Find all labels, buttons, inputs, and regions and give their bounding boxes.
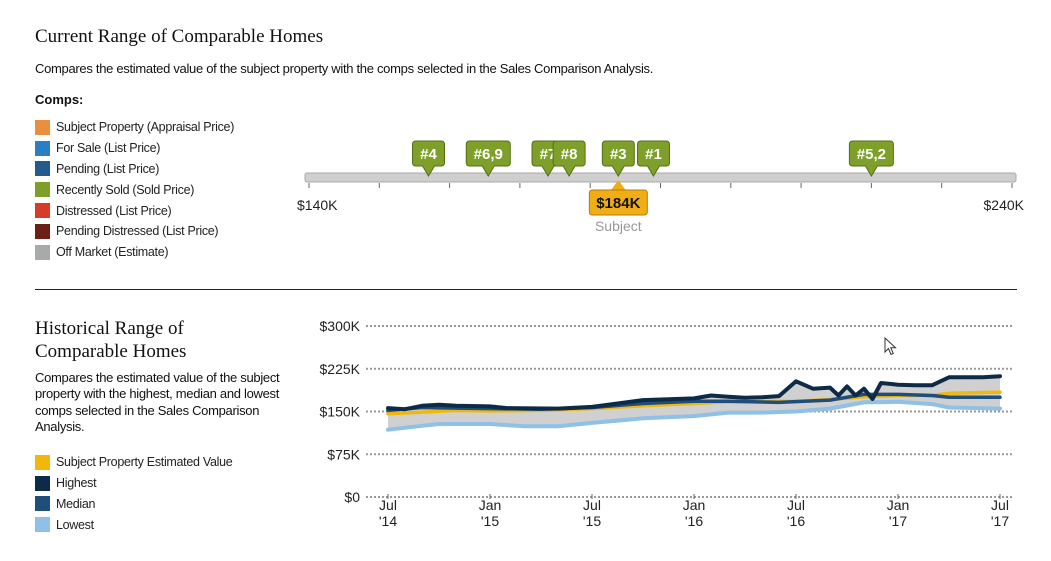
series-line-median xyxy=(386,392,1002,413)
legend-swatch xyxy=(35,161,50,177)
historical-line-chart: $0$75K$150K$225K$300K Jul'14Jan'15Jul'15… xyxy=(320,318,1012,529)
comp-marker-flag xyxy=(552,140,586,177)
historical-range-subtitle: Compares the estimated value of the subj… xyxy=(35,370,280,434)
legend-item-distressed: Distressed (List Price) xyxy=(35,200,234,221)
x-tick-label: '14 xyxy=(379,513,397,529)
legend-item-recently-sold: Recently Sold (Sold Price) xyxy=(35,179,234,200)
y-tick-label: $300K xyxy=(320,318,361,334)
legend-label: Subject Property Estimated Value xyxy=(56,455,233,470)
mouse-cursor-icon xyxy=(884,337,897,356)
comp-marker-label: #3 xyxy=(610,146,627,163)
legend-swatch xyxy=(35,475,50,491)
legend-label: Distressed (List Price) xyxy=(56,203,172,218)
legend-swatch xyxy=(35,182,50,198)
comp-marker-label: #7 xyxy=(540,146,557,163)
x-tick-label: '17 xyxy=(889,513,907,529)
x-tick-label: '15 xyxy=(481,513,499,529)
current-range-subtitle: Compares the estimated value of the subj… xyxy=(35,61,654,76)
y-axis-ticks: $0 $75K $150K $225K $300K xyxy=(320,318,361,505)
x-tick-label: '16 xyxy=(787,513,805,529)
legend-swatch xyxy=(35,244,50,260)
comp-marker-flag xyxy=(601,140,635,177)
comp-marker-flag xyxy=(465,140,511,177)
x-tick-label: Jul xyxy=(583,497,601,513)
legend-item-lowest: Lowest xyxy=(35,514,232,535)
comp-marker-flag xyxy=(848,140,894,177)
comps-range-chart: #4 #6,9 #7 #8 #3 #1 #5,2 $140K $240K $184K Subj… xyxy=(297,140,1025,234)
comp-marker-label: #6,9 xyxy=(474,146,503,163)
comp-marker-flag xyxy=(412,140,446,177)
legend-swatch xyxy=(35,517,50,533)
x-tick-label: Jan xyxy=(887,497,910,513)
legend-label: Subject Property (Appraisal Price) xyxy=(56,120,235,135)
legend-label: Off Market (Estimate) xyxy=(56,245,169,260)
legend-item-pending-distressed: Pending Distressed (List Price) xyxy=(35,221,234,242)
series-line-lowest xyxy=(386,399,1002,432)
x-tick-label: '16 xyxy=(685,513,703,529)
x-tick-label: Jul xyxy=(787,497,805,513)
legend-label: Recently Sold (Sold Price) xyxy=(56,182,195,197)
legend-swatch xyxy=(35,496,50,512)
x-tick-label: '15 xyxy=(583,513,601,529)
y-tick-label: $75K xyxy=(327,446,360,462)
y-tick-label: $0 xyxy=(344,489,360,505)
legend-item-off-market: Off Market (Estimate) xyxy=(35,242,234,263)
legend-label: Lowest xyxy=(56,517,94,532)
legend-label: For Sale (List Price) xyxy=(56,141,161,156)
comp-marker[interactable]: #3 xyxy=(601,140,635,177)
subject-marker[interactable]: $184K Subject xyxy=(588,180,648,234)
series-line-highest xyxy=(386,374,1002,412)
series-lines xyxy=(386,374,1002,432)
subject-value-label: $184K xyxy=(596,195,640,212)
legend-item-pending: Pending (List Price) xyxy=(35,159,234,180)
x-tick-label: Jul xyxy=(379,497,397,513)
legend-label: Pending Distressed (List Price) xyxy=(56,224,219,239)
comps-legend: Subject Property (Appraisal Price) For S… xyxy=(35,117,234,263)
comp-marker-label: #5,2 xyxy=(857,146,886,163)
subject-caption: Subject xyxy=(595,218,642,234)
legend-swatch xyxy=(35,454,50,470)
subject-marker-pointer xyxy=(610,180,627,191)
subject-marker-box xyxy=(588,189,648,216)
comps-heading: Comps: xyxy=(35,92,84,107)
current-range-title: Current Range of Comparable Homes xyxy=(35,26,324,47)
comp-marker-label: #4 xyxy=(420,146,437,163)
range-max-label: $240K xyxy=(984,197,1025,213)
range-track xyxy=(304,172,1017,183)
comp-marker[interactable]: #8 xyxy=(552,140,586,177)
legend-swatch xyxy=(35,223,50,239)
historical-range-title: Historical Range of Comparable Homes xyxy=(35,318,187,362)
legend-label: Highest xyxy=(56,476,97,491)
comp-marker-flag xyxy=(636,140,670,177)
legend-item-median: Median xyxy=(35,494,232,515)
range-markers: #4 #6,9 #7 #8 #3 #1 #5,2 xyxy=(412,140,894,177)
legend-swatch xyxy=(35,119,50,135)
range-min-label: $140K xyxy=(297,197,338,213)
comp-marker[interactable]: #1 xyxy=(636,140,670,177)
legend-label: Median xyxy=(56,496,96,511)
historical-legend: Subject Property Estimated Value Highest… xyxy=(35,452,233,535)
x-tick-label: Jan xyxy=(479,497,502,513)
comp-marker-label: #8 xyxy=(561,146,578,163)
section-divider xyxy=(35,289,1017,290)
legend-swatch xyxy=(35,140,50,156)
comp-marker[interactable]: #6,9 xyxy=(465,140,511,177)
x-tick-label: '17 xyxy=(991,513,1009,529)
legend-item-for-sale: For Sale (List Price) xyxy=(35,138,234,159)
x-tick-label: Jul xyxy=(991,497,1009,513)
legend-swatch xyxy=(35,203,50,219)
legend-label: Pending (List Price) xyxy=(56,161,160,176)
legend-item-subject-estimated: Subject Property Estimated Value xyxy=(35,452,233,473)
comp-marker-label: #1 xyxy=(645,146,662,163)
y-tick-label: $225K xyxy=(320,361,361,377)
comp-marker[interactable]: #5,2 xyxy=(848,140,894,177)
legend-item-highest: Highest xyxy=(35,473,232,494)
y-tick-label: $150K xyxy=(320,404,361,420)
range-ticks xyxy=(308,183,1013,188)
legend-item-subject-property: Subject Property (Appraisal Price) xyxy=(35,117,234,138)
x-axis-ticks: Jul'14Jan'15Jul'15Jan'16Jul'16Jan'17Jul'… xyxy=(379,494,1009,529)
comp-marker[interactable]: #4 xyxy=(412,140,446,177)
x-tick-label: Jan xyxy=(683,497,706,513)
